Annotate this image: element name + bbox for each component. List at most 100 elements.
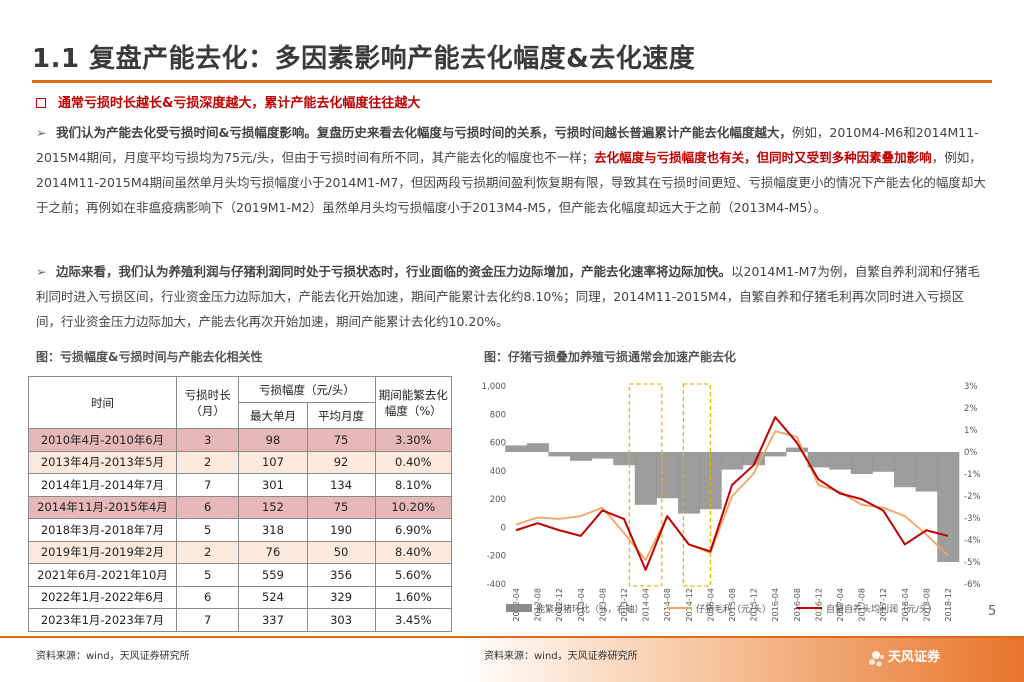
cell-time: 2023年1月-2023年7月 bbox=[28, 608, 177, 632]
table-row: 2010年4月-2010年6月 3 98 75 3.30% bbox=[28, 428, 453, 452]
area-bar bbox=[764, 452, 787, 457]
area-bar bbox=[526, 443, 549, 452]
legend-label: 仔猪毛利（元/头） bbox=[696, 603, 771, 615]
x-tick-label: 2016-08 bbox=[793, 588, 802, 621]
paragraph-1: ➢ 我们认为产能去化受亏损时间&亏损幅度影响。复盘历史来看去化幅度与亏损时间的关系… bbox=[36, 120, 988, 220]
y-right-tick-label: 0% bbox=[964, 448, 978, 458]
header-duration: 亏损时长（月） bbox=[175, 376, 240, 429]
cell-avg: 190 bbox=[306, 518, 376, 542]
cell-dur: 6 bbox=[175, 495, 240, 519]
header-avg: 平均月度 bbox=[306, 402, 376, 429]
cell-dur: 2 bbox=[175, 540, 240, 564]
cell-dur: 7 bbox=[175, 473, 240, 497]
x-tick-label: 2017-04 bbox=[836, 588, 845, 621]
table-row: 2019年1月-2019年2月 2 76 50 8.40% bbox=[28, 540, 453, 564]
highlight-box bbox=[682, 383, 712, 587]
y-right-tick-label: -2% bbox=[964, 492, 981, 502]
area-bar bbox=[591, 452, 614, 459]
x-tick-label: 2017-12 bbox=[879, 588, 888, 621]
para1-red: 去化幅度与亏损幅度也有关，但同时又受到多种因素叠加影响 bbox=[594, 150, 932, 165]
area-bar bbox=[937, 452, 960, 562]
x-tick-label: 2013-04 bbox=[577, 588, 586, 621]
cell-avg: 356 bbox=[306, 563, 376, 587]
header-max: 最大单月 bbox=[238, 402, 308, 429]
table-row: 2023年1月-2023年7月 7 337 303 3.45% bbox=[28, 608, 453, 632]
y-left-tick-label: 0 bbox=[501, 523, 506, 533]
x-tick-label: 2016-12 bbox=[814, 588, 823, 621]
cell-avg: 75 bbox=[306, 495, 376, 519]
para1-bold: 我们认为产能去化受亏损时间&亏损幅度影响。复盘历史来看去化幅度与亏损时间的关系，… bbox=[56, 125, 792, 140]
cell-time: 2010年4月-2010年6月 bbox=[28, 428, 177, 452]
square-bullet-icon bbox=[36, 97, 46, 108]
x-tick-label: 2015-12 bbox=[750, 588, 759, 621]
cell-time: 2018年3月-2018年7月 bbox=[28, 518, 177, 542]
key-point-text: 通常亏损时长越长&亏损深度越大，累计产能去化幅度往往越大 bbox=[58, 96, 421, 111]
cell-time: 2013年4月-2013年5月 bbox=[28, 450, 177, 474]
cell-avg: 92 bbox=[306, 450, 376, 474]
arrow-bullet-icon: ➢ bbox=[36, 264, 47, 279]
cell-max: 318 bbox=[238, 518, 308, 542]
cell-max: 301 bbox=[238, 473, 308, 497]
area-bar bbox=[634, 452, 657, 505]
area-bar bbox=[505, 445, 528, 452]
cell-max: 337 bbox=[238, 608, 308, 632]
y-left-tick-label: 1,000 bbox=[482, 382, 506, 392]
y-right-tick-label: -5% bbox=[964, 558, 981, 568]
legend-label: 能繁母猪环比（%，右轴） bbox=[536, 603, 644, 615]
table-row: 2013年4月-2013年5月 2 107 92 0.40% bbox=[28, 450, 453, 474]
y-right-tick-label: 2% bbox=[964, 404, 978, 414]
arrow-bullet-icon: ➢ bbox=[36, 125, 47, 140]
y-left-tick-label: 400 bbox=[490, 467, 506, 477]
cell-cap: 8.40% bbox=[374, 540, 453, 564]
cell-cap: 10.20% bbox=[374, 495, 453, 519]
cell-dur: 7 bbox=[175, 608, 240, 632]
cell-max: 152 bbox=[238, 495, 308, 519]
cell-time: 2019年1月-2019年2月 bbox=[28, 540, 177, 564]
y-right-tick-label: 1% bbox=[964, 426, 978, 436]
cell-max: 559 bbox=[238, 563, 308, 587]
table-row: 2021年6月-2021年10月 5 559 356 5.60% bbox=[28, 563, 453, 587]
key-point: 通常亏损时长越长&亏损深度越大，累计产能去化幅度往往越大 bbox=[36, 92, 420, 111]
cell-max: 107 bbox=[238, 450, 308, 474]
x-tick-label: 2014-04 bbox=[642, 588, 651, 621]
cell-time: 2021年6月-2021年10月 bbox=[28, 563, 177, 587]
cell-time: 2014年11月-2015年4月 bbox=[28, 495, 177, 519]
x-tick-label: 2015-08 bbox=[728, 588, 737, 621]
cell-time: 2022年1月-2022年6月 bbox=[28, 585, 177, 609]
source-left: 资料来源：wind，天风证券研究所 bbox=[36, 651, 190, 662]
y-right-tick-label: -4% bbox=[964, 536, 981, 546]
area-bar bbox=[678, 452, 701, 514]
chart-caption: 图：仔猪亏损叠加养殖亏损通常会加速产能去化 bbox=[484, 350, 737, 364]
legend-swatch-area bbox=[506, 604, 532, 612]
cell-avg: 303 bbox=[306, 608, 376, 632]
x-tick-label: 2014-12 bbox=[685, 588, 694, 621]
area-bar bbox=[829, 452, 852, 470]
cell-cap: 5.60% bbox=[374, 563, 453, 587]
area-bar bbox=[915, 452, 938, 492]
x-tick-label: 2012-12 bbox=[555, 588, 564, 621]
area-bar bbox=[850, 452, 873, 474]
cell-dur: 6 bbox=[175, 585, 240, 609]
y-left-tick-label: 200 bbox=[490, 495, 506, 505]
table-row: 2014年1月-2014年7月 7 301 134 8.10% bbox=[28, 473, 453, 497]
y-right-tick-label: -3% bbox=[964, 514, 981, 524]
y-right-tick-label: -6% bbox=[964, 580, 981, 590]
page-number: 5 bbox=[988, 604, 997, 619]
y-right-tick-label: -1% bbox=[964, 470, 981, 480]
y-left-tick-label: 600 bbox=[490, 439, 506, 449]
cell-avg: 50 bbox=[306, 540, 376, 564]
cell-max: 76 bbox=[238, 540, 308, 564]
header-time: 时间 bbox=[28, 376, 177, 429]
cell-dur: 3 bbox=[175, 428, 240, 452]
table-row: 2014年11月-2015年4月 6 152 75 10.20% bbox=[28, 495, 453, 519]
area-bar bbox=[872, 452, 895, 472]
x-tick-label: 2018-12 bbox=[944, 588, 953, 621]
y-right-tick-label: 3% bbox=[964, 382, 978, 392]
series-line bbox=[515, 416, 949, 571]
cell-max: 98 bbox=[238, 428, 308, 452]
header-capacity: 期间能繁去化幅度（%） bbox=[374, 376, 453, 429]
cell-cap: 0.40% bbox=[374, 450, 453, 474]
x-tick-label: 2013-12 bbox=[620, 588, 629, 621]
area-bar bbox=[807, 452, 830, 468]
x-tick-label: 2013-08 bbox=[598, 588, 607, 621]
